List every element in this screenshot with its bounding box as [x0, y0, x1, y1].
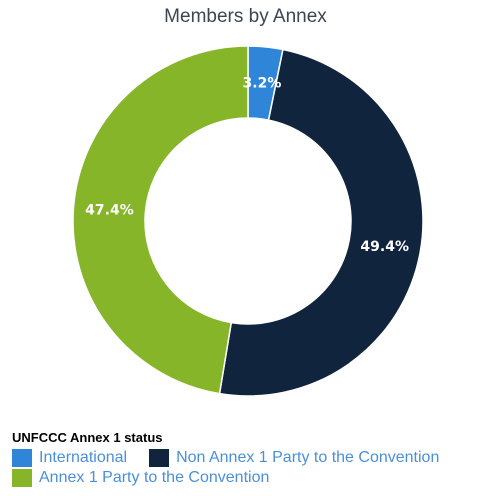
donut-chart: 3.2% 49.4% 47.4% — [72, 45, 424, 397]
slice-annex-1-party-to-the-convention[interactable] — [72, 45, 249, 395]
chart-title: Members by Annex — [164, 6, 327, 27]
legend-label: Non Annex 1 Party to the Convention — [176, 449, 440, 466]
legend-swatch — [12, 449, 32, 467]
legend-swatch — [12, 469, 32, 487]
legend-item-international[interactable]: International — [12, 448, 127, 468]
legend-label: International — [39, 449, 128, 466]
legend-item-annex-1-party-to-the-convention[interactable]: Annex 1 Party to the Convention — [12, 468, 269, 488]
legend: UNFCCC Annex 1 status International Non A… — [12, 430, 487, 488]
legend-label: Annex 1 Party to the Convention — [39, 469, 270, 486]
legend-title: UNFCCC Annex 1 status — [12, 430, 163, 445]
legend-items: International Non Annex 1 Party to the Co… — [12, 448, 487, 488]
slice-label: 49.4% — [360, 239, 409, 255]
legend-item-non-annex-1-party-to-the-convention[interactable]: Non Annex 1 Party to the Convention — [149, 448, 439, 468]
legend-swatch — [149, 449, 170, 467]
slice-label: 47.4% — [85, 203, 134, 219]
slice-non-annex-1-party-to-the-convention[interactable] — [218, 48, 424, 397]
slice-label: 3.2% — [243, 76, 282, 92]
